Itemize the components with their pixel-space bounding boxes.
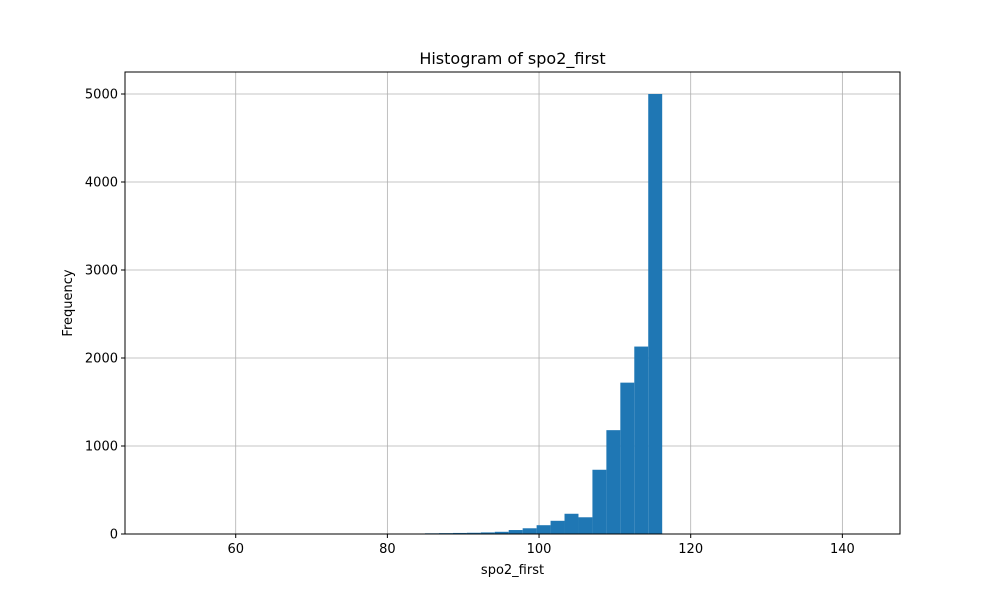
histogram-bar: [648, 94, 663, 534]
bars: [159, 94, 858, 534]
histogram-bar: [592, 469, 607, 534]
histogram-bar: [466, 532, 481, 534]
histogram-bar: [564, 513, 579, 534]
histogram-bar: [508, 530, 523, 534]
x-tick-label: 60: [227, 542, 244, 557]
chart-title: Histogram of spo2_first: [419, 49, 605, 69]
histogram-bar: [606, 430, 621, 534]
y-tick-label: 3000: [85, 264, 118, 279]
histogram-bar: [452, 532, 467, 534]
x-tick-label: 120: [678, 542, 703, 557]
histogram-bar: [634, 346, 649, 534]
x-tick-label: 80: [379, 542, 396, 557]
y-axis: 0 1000 2000 3000 4000 5000: [85, 88, 125, 543]
y-tick-label: 1000: [85, 440, 118, 455]
y-axis-label: Frequency: [61, 269, 76, 336]
y-tick-label: 2000: [85, 352, 118, 367]
x-axis: 60 80 100 120 140: [227, 534, 855, 557]
histogram-bar: [480, 532, 495, 534]
x-axis-label: spo2_first: [481, 563, 544, 578]
histogram-bar: [620, 382, 635, 534]
x-tick-label: 100: [527, 542, 552, 557]
y-tick-label: 0: [110, 528, 118, 543]
x-tick-label: 140: [830, 542, 855, 557]
histogram-bar: [536, 525, 551, 534]
y-tick-label: 4000: [85, 176, 118, 191]
histogram-bar: [550, 520, 565, 534]
histogram-bar: [578, 517, 593, 534]
y-tick-label: 5000: [85, 88, 118, 103]
histogram-bar: [522, 528, 537, 534]
plot-frame: [124, 71, 901, 535]
histogram-bar: [494, 531, 509, 534]
